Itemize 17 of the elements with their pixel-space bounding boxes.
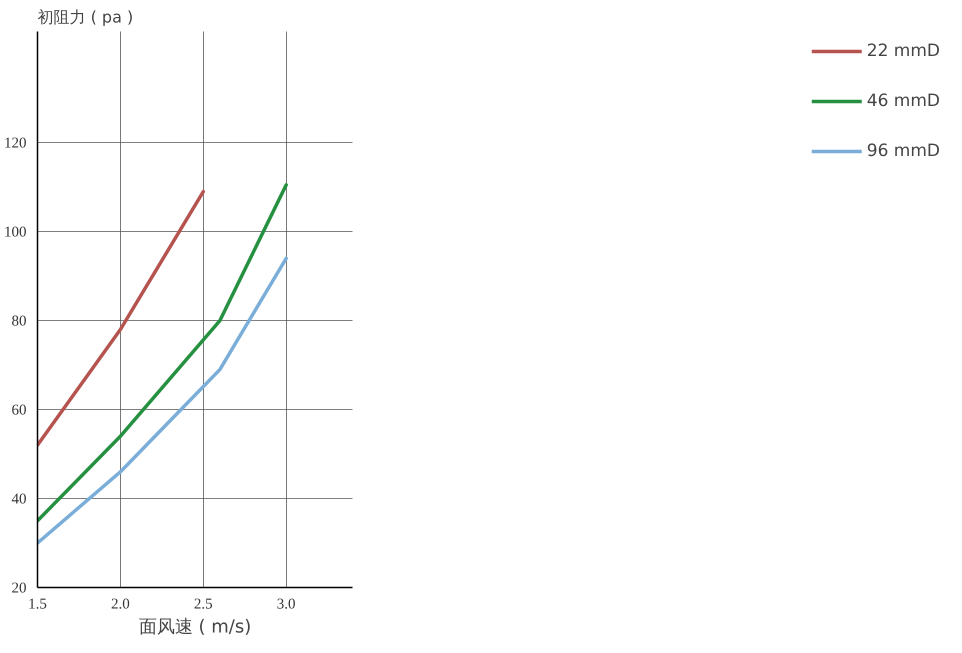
line-series <box>38 183 288 523</box>
y-tick-label: 40 <box>12 492 26 508</box>
legend-label: 22 mmD <box>866 41 940 61</box>
legend-label: 96 mmD <box>866 141 940 161</box>
legend-label: 46 mmD <box>866 91 940 111</box>
x-tick-label: 3.0 <box>276 596 296 612</box>
x-tick-label: 1.5 <box>28 596 47 612</box>
y-tick-label: 100 <box>4 224 26 241</box>
y-tick-label: 20 <box>12 580 26 596</box>
x-tick-label: 2.5 <box>194 596 213 612</box>
y-tick-label: 60 <box>12 402 26 419</box>
x-tick-label: 2.0 <box>111 596 130 612</box>
y-tick-label: 80 <box>12 314 26 330</box>
y-axis-title: 初阻力 ( pa ) <box>38 8 134 26</box>
line-series <box>38 256 288 545</box>
x-axis-title: 面风速 ( m/s) <box>138 616 252 638</box>
y-tick-label: 120 <box>4 136 26 152</box>
